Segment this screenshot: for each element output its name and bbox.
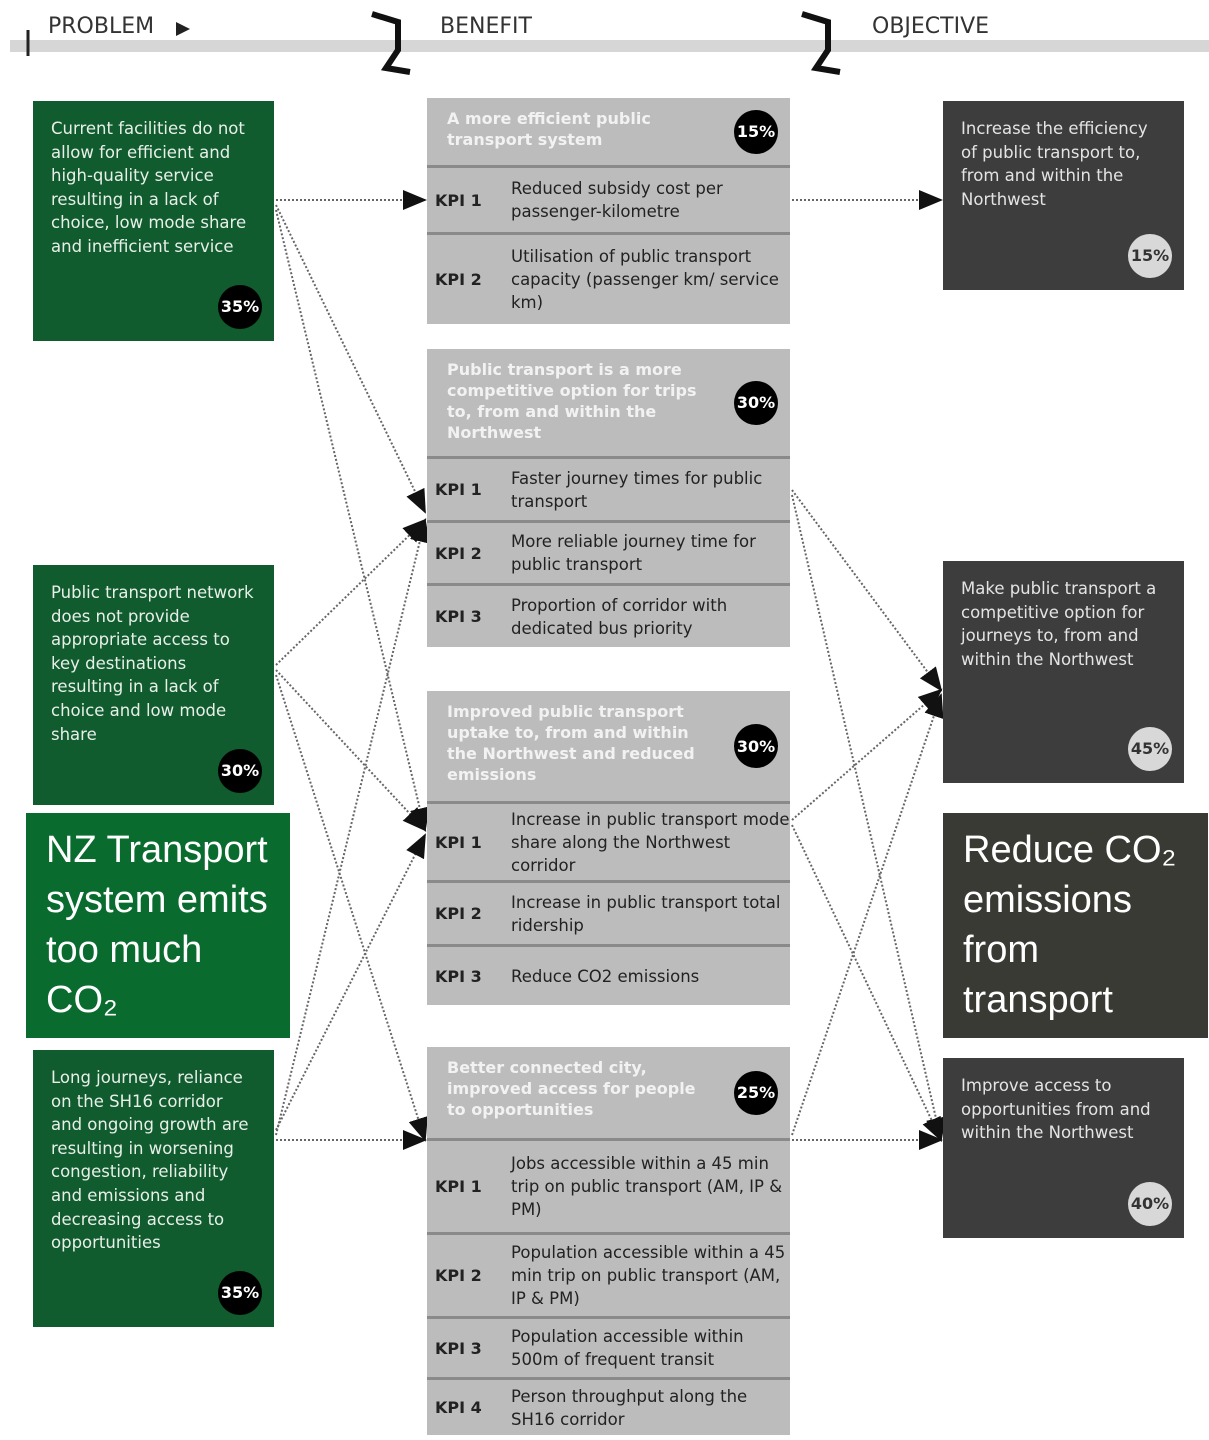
kpi-text: Reduced subsidy cost per passenger-kilom… <box>511 179 723 221</box>
kpi-row: KPI 3 Population accessible within 500m o… <box>427 1316 790 1377</box>
share-badge: 35% <box>218 285 262 329</box>
objective-text: Make public transport a competitive opti… <box>961 579 1157 669</box>
share-badge: 35% <box>218 1271 262 1315</box>
kpi-row: KPI 2 Utilisation of public transport cap… <box>427 232 790 324</box>
problem-text: Current facilities do not allow for effi… <box>51 119 247 256</box>
kpi-text: Person throughput along the SH16 corrido… <box>511 1386 748 1429</box>
benefit-box: A more efficient public transport system… <box>427 98 790 324</box>
problem-box: Current facilities do not allow for effi… <box>33 101 274 341</box>
kpi-label: KPI 1 <box>435 1177 482 1196</box>
arrows <box>275 190 946 1150</box>
share-badge: 25% <box>734 1070 778 1115</box>
problem-text: Long journeys, reliance on the SH16 corr… <box>51 1068 249 1253</box>
objective-text: Increase the efficiency of public transp… <box>961 119 1148 209</box>
benefit-box: Improved public transport uptake to, fro… <box>427 691 790 1005</box>
header-label: PROBLEM <box>48 14 155 39</box>
kpi-row: KPI 3 Proportion of corridor with dedicat… <box>427 583 790 647</box>
kpi-row: KPI 2 More reliable journey time for publ… <box>427 520 790 583</box>
benefit-header: A more efficient public transport system… <box>427 98 790 165</box>
objective-box: Improve access to opportunities from and… <box>943 1058 1184 1238</box>
kpi-text: Jobs accessible within a 45 min trip on … <box>511 1154 783 1219</box>
kpi-row: KPI 1 Jobs accessible within a 45 min tri… <box>427 1138 790 1232</box>
objective-text: Improve access to opportunities from and… <box>961 1076 1151 1143</box>
kpi-label: KPI 1 <box>435 190 482 210</box>
header-label: BENEFIT <box>440 14 532 39</box>
problem-highlight: NZ Transport system emits too much CO₂ <box>26 813 290 1038</box>
benefit-box: Better connected city, improved access f… <box>427 1047 790 1435</box>
kpi-text: Faster journey times for public transpor… <box>511 468 763 511</box>
objective-highlight: Reduce CO₂ emissions from transport <box>943 813 1208 1038</box>
chevron <box>801 11 841 75</box>
kpi-label: KPI 1 <box>435 480 482 499</box>
header-bar <box>10 40 1209 52</box>
kpi-label: KPI 4 <box>435 1398 482 1417</box>
kpi-row: KPI 3 Reduce CO2 emissions <box>427 944 790 1005</box>
benefit-header: Public transport is a more competitive o… <box>427 349 790 456</box>
share-badge: 45% <box>1128 727 1172 771</box>
kpi-text: Reduce CO2 emissions <box>511 966 700 986</box>
share-badge: 30% <box>218 749 262 793</box>
kpi-label: KPI 3 <box>435 966 482 986</box>
kpi-label: KPI 2 <box>435 270 482 289</box>
share-badge: 15% <box>1128 234 1172 278</box>
kpi-label: KPI 1 <box>435 832 482 852</box>
kpi-label: KPI 3 <box>435 1338 482 1358</box>
kpi-label: KPI 2 <box>435 1266 482 1285</box>
share-badge: 30% <box>734 724 778 768</box>
objective-box: Make public transport a competitive opti… <box>943 561 1184 783</box>
benefit-header: Better connected city, improved access f… <box>427 1047 790 1138</box>
kpi-label: KPI 2 <box>435 543 482 563</box>
kpi-label: KPI 2 <box>435 904 482 923</box>
kpi-text: Population accessible within a 45 min tr… <box>511 1243 786 1308</box>
share-badge: 40% <box>1128 1182 1172 1226</box>
share-badge: 15% <box>734 109 778 154</box>
benefit-title: Improved public transport uptake to, fro… <box>447 702 695 784</box>
kpi-text: Proportion of corridor with dedicated bu… <box>511 595 728 638</box>
problem-text: Public transport network does not provid… <box>51 583 254 744</box>
kpi-text: Population accessible within 500m of fre… <box>511 1327 744 1369</box>
kpi-row: KPI 4 Person throughput along the SH16 co… <box>427 1377 790 1435</box>
kpi-text: Increase in public transport total rider… <box>511 892 781 935</box>
benefit-title: Public transport is a more competitive o… <box>447 360 697 442</box>
benefit-title: Better connected city, improved access f… <box>447 1058 696 1119</box>
benefit-title: A more efficient public transport system <box>447 109 651 149</box>
problem-box: Long journeys, reliance on the SH16 corr… <box>33 1050 274 1327</box>
kpi-row: KPI 1 Faster journey times for public tra… <box>427 456 790 520</box>
share-badge: 30% <box>734 380 778 425</box>
header-label: OBJECTIVE <box>872 14 990 39</box>
problem-box: Public transport network does not provid… <box>33 565 274 805</box>
objective-box: Increase the efficiency of public transp… <box>943 101 1184 290</box>
chevron <box>371 11 411 75</box>
kpi-label: KPI 3 <box>435 607 482 626</box>
kpi-row: KPI 2 Increase in public transport total … <box>427 880 790 944</box>
kpi-row: KPI 1 Increase in public transport mode s… <box>427 801 790 880</box>
kpi-text: Utilisation of public transport capacity… <box>511 247 779 312</box>
kpi-text: More reliable journey time for public tr… <box>511 532 756 574</box>
benefit-box: Public transport is a more competitive o… <box>427 349 790 647</box>
kpi-row: KPI 1 Reduced subsidy cost per passenger-… <box>427 165 790 232</box>
kpi-row: KPI 2 Population accessible within a 45 m… <box>427 1232 790 1316</box>
benefit-header: Improved public transport uptake to, fro… <box>427 691 790 801</box>
kpi-text: Increase in public transport mode share … <box>511 809 790 875</box>
